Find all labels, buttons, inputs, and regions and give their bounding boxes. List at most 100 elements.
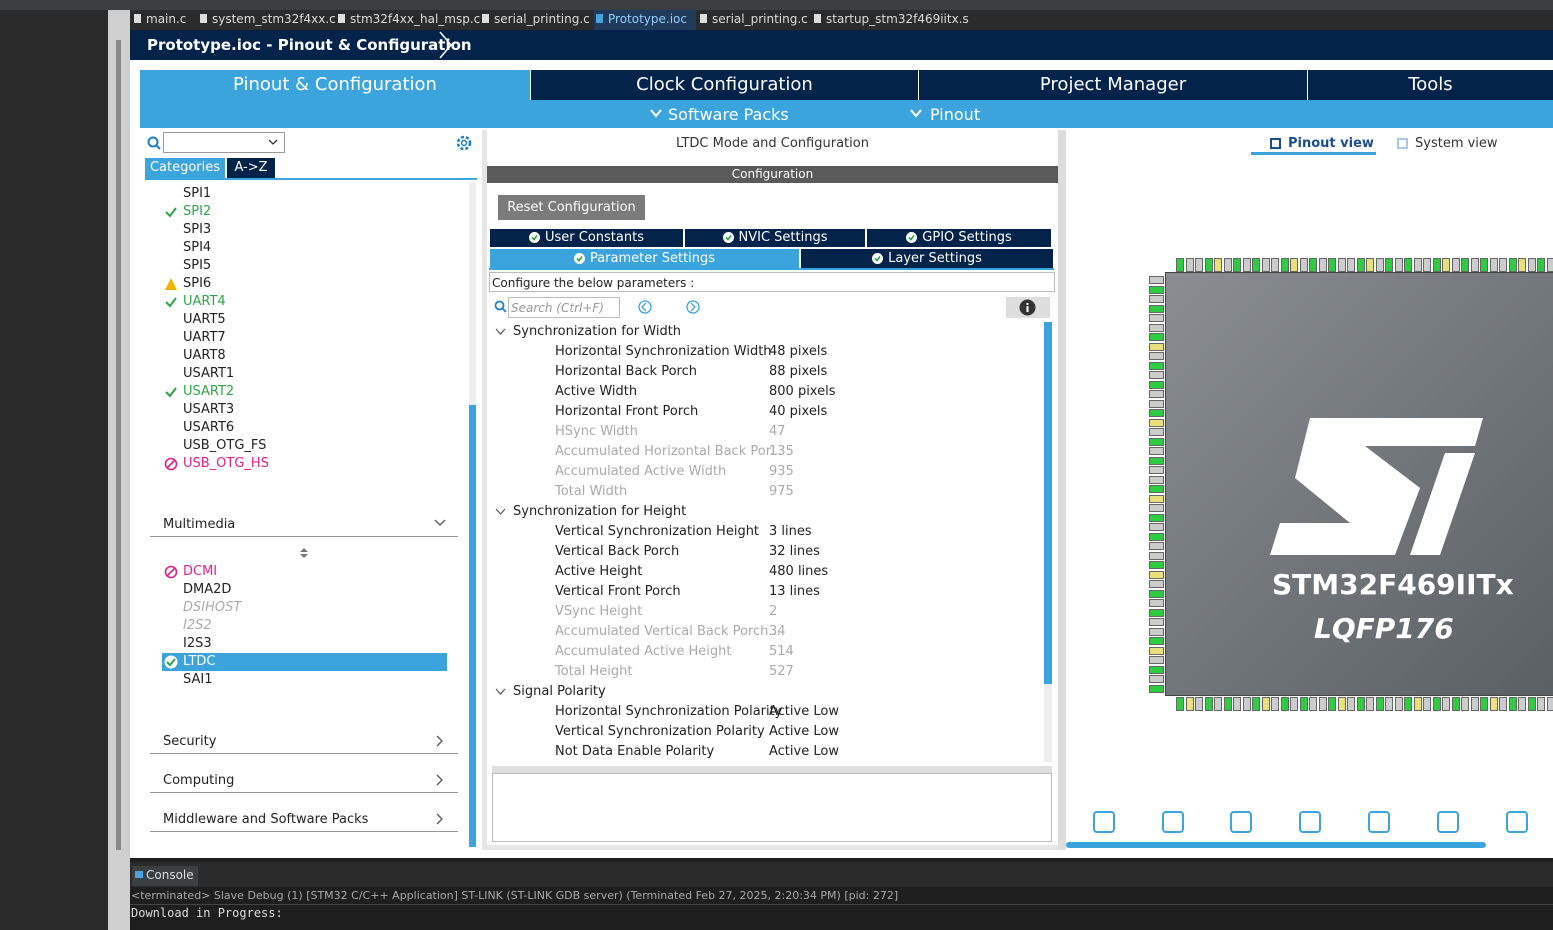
breadcrumb[interactable]: Prototype.ioc - Pinout & Configuration bbox=[147, 36, 472, 54]
pin bbox=[1149, 618, 1164, 626]
section-header[interactable]: Computing bbox=[163, 773, 235, 788]
search-field[interactable]: Search (Ctrl+F) bbox=[508, 297, 620, 318]
settings-tab[interactable]: NVIC Settings bbox=[684, 228, 866, 248]
reset-button[interactable]: Reset Configuration bbox=[498, 195, 645, 220]
chevron bbox=[495, 508, 506, 515]
param-value[interactable]: 48 pixels bbox=[769, 344, 828, 359]
pin bbox=[1149, 276, 1164, 284]
peripheral-item[interactable]: SPI3 bbox=[183, 222, 212, 237]
peripheral-item[interactable]: UART4 bbox=[183, 294, 226, 309]
main-tab[interactable]: Tools bbox=[1308, 70, 1553, 100]
pin bbox=[1461, 697, 1469, 711]
editor-tab[interactable]: system_stm32f4xx.c bbox=[212, 12, 336, 26]
peripheral-item[interactable]: DSIHOST bbox=[183, 600, 242, 615]
pin bbox=[1149, 656, 1164, 664]
param-value[interactable]: Active Low bbox=[769, 744, 839, 759]
group-title[interactable]: Synchronization for Height bbox=[513, 504, 687, 519]
tab-check bbox=[906, 232, 918, 243]
pin bbox=[1508, 697, 1517, 711]
peripheral-item[interactable]: UART8 bbox=[183, 348, 226, 363]
category-tab[interactable]: Categories bbox=[145, 158, 225, 178]
main-tab[interactable]: Project Manager bbox=[919, 70, 1307, 100]
peripheral-item[interactable]: USART2 bbox=[183, 384, 235, 399]
peripheral-item[interactable]: I2S3 bbox=[183, 636, 212, 651]
peripheral-item[interactable]: SPI6 bbox=[183, 276, 212, 291]
param-name: Vertical Synchronization Polarity bbox=[555, 724, 765, 739]
pin bbox=[1347, 258, 1355, 272]
toolbar-button[interactable] bbox=[1437, 811, 1459, 833]
peripheral-item[interactable]: USB_OTG_FS bbox=[183, 438, 267, 453]
editor-tab[interactable]: serial_printing.c bbox=[494, 12, 590, 26]
pin bbox=[1356, 697, 1365, 711]
pin bbox=[1252, 697, 1260, 711]
peripheral-item[interactable]: SPI5 bbox=[183, 258, 212, 273]
peripheral-item[interactable]: USART1 bbox=[183, 366, 235, 381]
chip-package: LQFP176 bbox=[1314, 612, 1454, 645]
main-tab[interactable]: Clock Configuration bbox=[531, 70, 918, 100]
toolbar-button[interactable] bbox=[1299, 811, 1321, 833]
editor-tab[interactable]: stm32f4xx_hal_msp.c bbox=[350, 12, 481, 26]
search-combo[interactable] bbox=[163, 132, 285, 153]
view-tab[interactable]: System view bbox=[1415, 136, 1498, 151]
param-value: 135 bbox=[769, 444, 794, 459]
param-value[interactable]: 32 lines bbox=[769, 544, 820, 559]
sub-menu[interactable]: Software Packs bbox=[668, 105, 789, 124]
peripheral-item[interactable]: SPI2 bbox=[183, 204, 212, 219]
peripheral-item[interactable]: DCMI bbox=[183, 564, 218, 579]
peripheral-item[interactable]: USART3 bbox=[183, 402, 235, 417]
toolbar-button[interactable] bbox=[1506, 811, 1528, 833]
section-header[interactable]: Multimedia bbox=[163, 517, 236, 532]
toolbar-button[interactable] bbox=[1162, 811, 1184, 833]
peripheral-item[interactable]: UART5 bbox=[183, 312, 226, 327]
peripheral-item[interactable]: UART7 bbox=[183, 330, 226, 345]
param-value[interactable]: 40 pixels bbox=[769, 404, 828, 419]
param-value[interactable]: 800 pixels bbox=[769, 384, 836, 399]
peripheral-item[interactable]: DMA2D bbox=[183, 582, 232, 597]
toolbar-button[interactable] bbox=[1093, 811, 1115, 833]
peripheral-item[interactable]: USART6 bbox=[183, 420, 235, 435]
selected-row bbox=[162, 653, 447, 671]
settings-tab[interactable]: GPIO Settings bbox=[866, 228, 1052, 248]
pin bbox=[1518, 258, 1526, 272]
view-tab[interactable]: Pinout view bbox=[1288, 136, 1374, 151]
param-value[interactable]: 88 pixels bbox=[769, 364, 828, 379]
toolbar-button[interactable] bbox=[1230, 811, 1252, 833]
editor-tab[interactable]: startup_stm32f469iitx.s bbox=[826, 12, 969, 26]
peripheral-item[interactable]: SAI1 bbox=[183, 672, 213, 687]
main-tab[interactable]: Pinout & Configuration bbox=[140, 70, 530, 100]
console-tab[interactable]: Console bbox=[132, 866, 198, 886]
toolbar-button[interactable] bbox=[1368, 811, 1390, 833]
peripheral-item[interactable]: USB_OTG_HS bbox=[183, 456, 269, 471]
settings-tab[interactable]: User Constants bbox=[489, 228, 684, 248]
pin bbox=[1176, 697, 1184, 711]
settings-tab[interactable]: Layer Settings bbox=[800, 248, 1054, 269]
pin bbox=[1149, 570, 1164, 579]
section-header[interactable]: Middleware and Software Packs bbox=[163, 812, 369, 827]
settings-tab[interactable]: Parameter Settings bbox=[489, 248, 800, 269]
editor-tab[interactable]: Prototype.ioc bbox=[608, 12, 687, 26]
pin bbox=[1375, 258, 1384, 272]
pin bbox=[1149, 428, 1164, 436]
peripheral-item[interactable]: I2S2 bbox=[183, 618, 212, 633]
editor-tab[interactable]: main.c bbox=[146, 12, 187, 26]
editor-tab[interactable]: serial_printing.c bbox=[712, 12, 808, 26]
editor-tab-active bbox=[594, 10, 696, 30]
category-tab[interactable]: A->Z bbox=[227, 158, 275, 178]
group-title[interactable]: Signal Polarity bbox=[513, 684, 606, 699]
peripheral-item[interactable]: LTDC bbox=[183, 654, 216, 669]
group-title[interactable]: Synchronization for Width bbox=[513, 324, 682, 339]
param-value[interactable]: 13 lines bbox=[769, 584, 820, 599]
pin bbox=[1413, 258, 1422, 272]
sub-menu[interactable]: Pinout bbox=[930, 105, 981, 124]
param-value[interactable]: Active Low bbox=[769, 704, 839, 719]
peripheral-item[interactable]: SPI1 bbox=[183, 186, 212, 201]
param-value[interactable]: 3 lines bbox=[769, 524, 812, 539]
param-name: Accumulated Vertical Back Porch... bbox=[555, 624, 781, 639]
peripheral-item[interactable]: SPI4 bbox=[183, 240, 212, 255]
chevron-shape bbox=[495, 328, 506, 335]
pin bbox=[1223, 697, 1232, 711]
section-header[interactable]: Security bbox=[163, 734, 217, 749]
param-value[interactable]: Active Low bbox=[769, 724, 839, 739]
param-value[interactable]: 480 lines bbox=[769, 564, 829, 579]
param-name: Total Height bbox=[555, 664, 633, 679]
